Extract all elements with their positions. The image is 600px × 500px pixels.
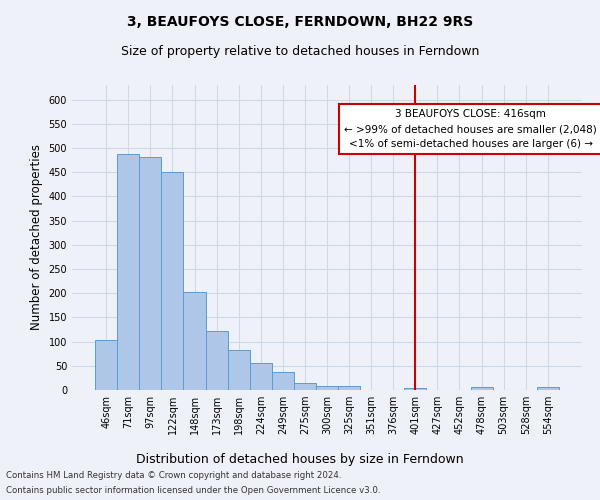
Bar [139,156,161,390]
Bar [206,331,227,390]
Text: 3, BEAUFOYS CLOSE, FERNDOWN, BH22 9RS: 3, BEAUFOYS CLOSE, FERNDOWN, BH22 9RS [127,15,473,29]
Text: Distribution of detached houses by size in Ferndown: Distribution of detached houses by size … [136,452,464,466]
Bar [272,372,294,390]
Bar [316,386,338,390]
Bar [250,363,272,390]
Bar [537,386,559,390]
Text: Contains public sector information licensed under the Open Government Licence v3: Contains public sector information licen… [6,486,380,495]
Bar [117,154,139,390]
Bar [95,340,117,390]
Bar [184,292,206,390]
Y-axis label: Number of detached properties: Number of detached properties [30,144,43,330]
Bar [338,386,360,390]
Bar [470,386,493,390]
Text: 3 BEAUFOYS CLOSE: 416sqm
← >99% of detached houses are smaller (2,048)
<1% of se: 3 BEAUFOYS CLOSE: 416sqm ← >99% of detac… [344,109,597,149]
Text: Size of property relative to detached houses in Ferndown: Size of property relative to detached ho… [121,45,479,58]
Bar [161,172,184,390]
Text: Contains HM Land Registry data © Crown copyright and database right 2024.: Contains HM Land Registry data © Crown c… [6,471,341,480]
Bar [404,388,427,390]
Bar [227,350,250,390]
Bar [294,383,316,390]
